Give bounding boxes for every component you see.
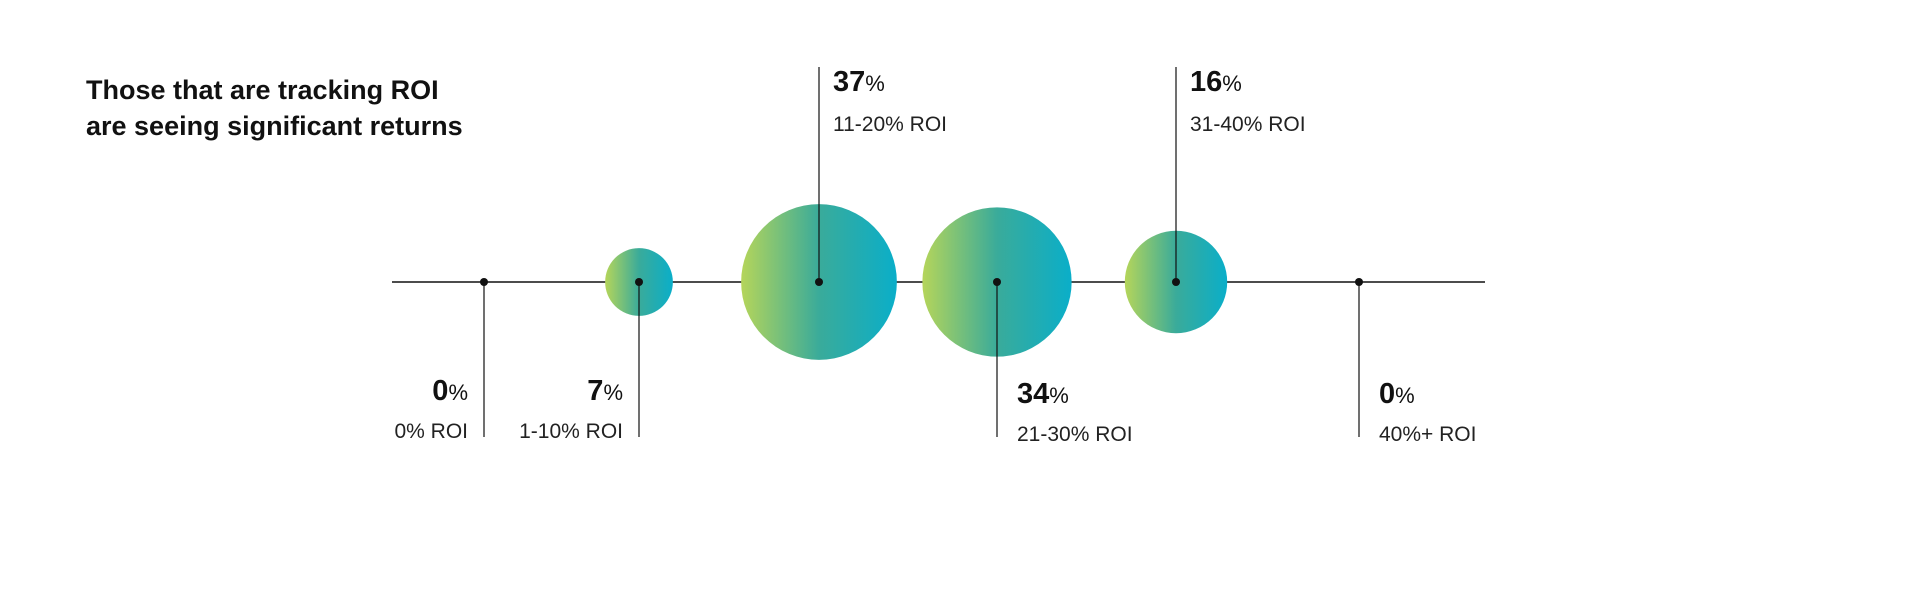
value-label: 34% [1017, 378, 1069, 410]
category-label: 1-10% ROI [519, 420, 623, 443]
data-point-dot [993, 278, 1001, 286]
category-label: 0% ROI [394, 420, 468, 443]
data-point-dot [635, 278, 643, 286]
data-point-dot [815, 278, 823, 286]
chart-title: Those that are tracking ROI are seeing s… [86, 72, 463, 144]
data-point-dot [1172, 278, 1180, 286]
category-label: 40%+ ROI [1379, 423, 1476, 446]
value-label: 0% [432, 375, 468, 407]
value-label: 7% [587, 375, 623, 407]
title-line-1: Those that are tracking ROI [86, 75, 439, 105]
category-label: 21-30% ROI [1017, 423, 1133, 446]
category-label: 31-40% ROI [1190, 113, 1306, 136]
category-label: 11-20% ROI [833, 113, 947, 136]
value-label: 37% [833, 66, 885, 98]
data-point-dot [480, 278, 488, 286]
data-point-dot [1355, 278, 1363, 286]
value-label: 16% [1190, 66, 1242, 98]
value-label: 0% [1379, 378, 1415, 410]
title-line-2: are seeing significant returns [86, 111, 463, 141]
